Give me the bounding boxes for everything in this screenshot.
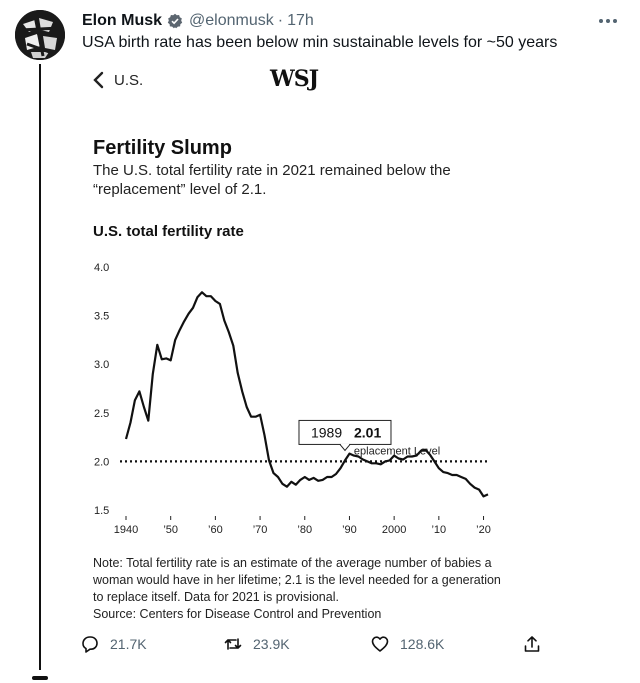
annotation-value: 2.01 bbox=[354, 424, 381, 440]
chevron-left-icon bbox=[93, 71, 104, 89]
y-tick-label: 4.0 bbox=[94, 262, 109, 274]
reply-icon bbox=[82, 636, 98, 653]
x-tick-label: ’50 bbox=[163, 524, 178, 536]
x-tick-label: 2000 bbox=[382, 524, 406, 536]
thread-line bbox=[39, 64, 41, 670]
y-tick-label: 1.5 bbox=[94, 505, 109, 517]
note-text: Note: Total fertility rate is an estimat… bbox=[93, 556, 501, 604]
repost-button[interactable]: 23.9K bbox=[223, 634, 290, 654]
chart-title: Fertility Slump bbox=[93, 137, 232, 159]
x-tick-label: ’70 bbox=[253, 524, 268, 536]
chart-subtitle: The U.S. total fertility rate in 2021 re… bbox=[93, 162, 451, 198]
reply-count: 21.7K bbox=[110, 636, 147, 652]
y-tick-label: 3.0 bbox=[94, 359, 109, 371]
x-tick-label: ’10 bbox=[431, 524, 446, 536]
fertility-rate-series-line bbox=[124, 291, 489, 498]
fertility-rate-chart: 4.0 3.5 3.0 2.5 2.0 1.5 1940 ’50 ’60 ’70 ’80 ’90 200… bbox=[94, 262, 491, 536]
wsj-logo: WSJ bbox=[270, 66, 319, 92]
tweet-timestamp[interactable]: 17h bbox=[287, 12, 314, 29]
repost-icon bbox=[224, 638, 242, 650]
reply-button[interactable]: 21.7K bbox=[80, 634, 147, 654]
avatar-image bbox=[15, 10, 65, 60]
x-tick-label: ’60 bbox=[208, 524, 223, 536]
back-nav[interactable]: U.S. bbox=[92, 68, 143, 92]
y-tick-label: 2.0 bbox=[94, 456, 109, 468]
author-handle[interactable]: @elonmusk bbox=[189, 12, 274, 29]
tweet-text: USA birth rate has been below min sustai… bbox=[82, 34, 558, 51]
source-text: Source: Centers for Disease Control and … bbox=[93, 607, 382, 621]
tweet-actions: 21.7K 23.9K 128.6K bbox=[80, 634, 550, 658]
x-tick-label: 1940 bbox=[114, 524, 138, 536]
author-name[interactable]: Elon Musk bbox=[82, 12, 163, 29]
repost-count: 23.9K bbox=[253, 636, 290, 652]
y-tick-label: 3.5 bbox=[94, 311, 109, 323]
separator-dot: · bbox=[277, 12, 284, 29]
chart-heading: U.S. total fertility rate bbox=[93, 223, 244, 240]
like-button[interactable]: 128.6K bbox=[370, 634, 444, 654]
verified-badge-icon bbox=[167, 13, 183, 29]
thread-line-end bbox=[32, 676, 48, 680]
chart-note: Note: Total fertility rate is an estimat… bbox=[93, 555, 513, 622]
x-tick-label: ’80 bbox=[297, 524, 312, 536]
back-label: U.S. bbox=[114, 71, 144, 89]
y-tick-label: 2.5 bbox=[94, 408, 109, 420]
attached-image-card[interactable]: U.S. WSJ Fertility Slump The U.S. total … bbox=[80, 60, 516, 622]
avatar[interactable] bbox=[15, 10, 65, 60]
annotation-pointer bbox=[339, 444, 351, 452]
x-tick-label: ’20 bbox=[476, 524, 491, 536]
tweet-header: Elon Musk @elonmusk · 17h bbox=[82, 11, 620, 31]
like-count: 128.6K bbox=[400, 636, 445, 652]
share-icon bbox=[524, 636, 540, 652]
share-button[interactable] bbox=[522, 634, 542, 654]
more-options-icon[interactable] bbox=[596, 11, 620, 31]
annotation-box bbox=[298, 419, 392, 445]
annotation-year: 1989 bbox=[311, 424, 342, 440]
x-tick-label: ’90 bbox=[342, 524, 357, 536]
heart-icon bbox=[371, 636, 389, 652]
